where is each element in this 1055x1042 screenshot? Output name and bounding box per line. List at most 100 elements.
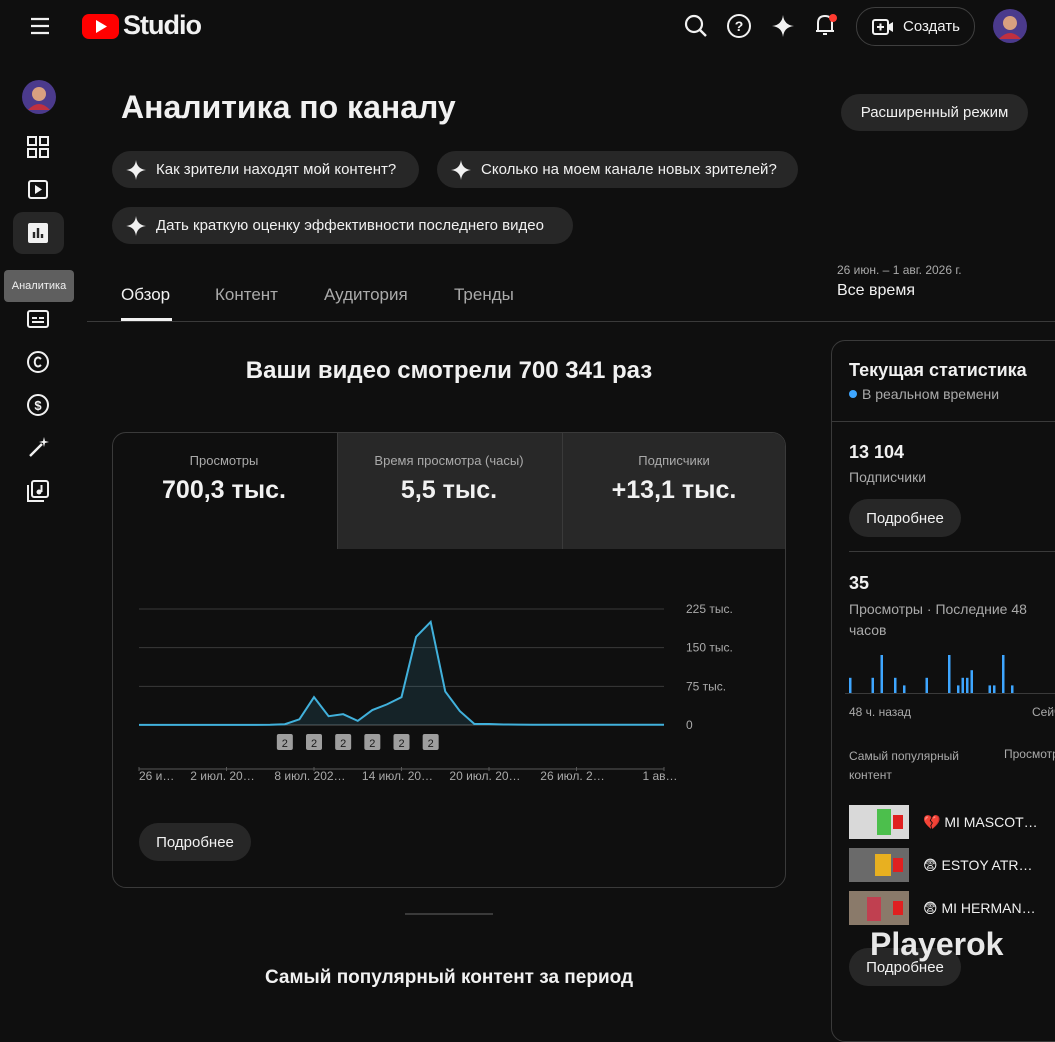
top-content-label: Самый популярный контент <box>849 749 959 782</box>
overview-card <box>112 432 786 888</box>
bar <box>948 655 951 693</box>
x-tick-label: 2 июл. 20… <box>190 769 254 783</box>
realtime-views-chart: 48 ч. назад Сейчас <box>845 655 1055 719</box>
annotation-label: 2 <box>311 738 317 750</box>
x-tick-label: 48 ч. назад <box>849 705 911 719</box>
copyright-nav[interactable] <box>26 350 50 374</box>
earn-nav[interactable]: $ <box>26 393 50 417</box>
realtime-subtitle: В реальном времени <box>862 386 1000 402</box>
metric-value: +13,1 тыс. <box>611 476 737 504</box>
sparkle-icon <box>451 159 471 180</box>
tab-underline <box>121 318 172 321</box>
metric-label: Время просмотра (часы) <box>374 453 524 468</box>
video-thumbnail <box>849 805 909 839</box>
subscriber-count: 13 104 <box>849 442 905 462</box>
logo-text: Studio <box>123 10 202 40</box>
logo[interactable]: Studio <box>82 10 202 41</box>
bar <box>849 677 852 693</box>
svg-text:$: $ <box>34 398 42 413</box>
annotation-label: 2 <box>398 738 404 750</box>
svg-text:?: ? <box>735 18 744 34</box>
bar <box>970 670 973 693</box>
advanced-mode-button[interactable]: Расширенный режим <box>841 94 1028 131</box>
annotation-marker <box>335 734 352 750</box>
views-label: Просмотры · Последние 48 часов <box>849 601 1027 638</box>
divider <box>832 421 1055 422</box>
sparkle-icon <box>126 159 146 180</box>
x-tick-label: 14 июл. 20… <box>362 769 433 783</box>
sparkle-icon <box>126 215 146 236</box>
annotation-marker <box>276 734 293 750</box>
more-button[interactable]: Подробнее <box>849 948 961 986</box>
channel-avatar[interactable] <box>22 80 56 114</box>
annotation-marker <box>306 734 322 750</box>
nav-tooltip: Аналитика <box>4 270 74 302</box>
annotation-marker <box>422 734 439 750</box>
bar <box>1011 685 1014 693</box>
bar <box>925 677 928 693</box>
create-label: Создать <box>902 18 960 35</box>
tab[interactable]: Обзор <box>121 285 171 304</box>
bar <box>966 677 969 693</box>
analytics-nav[interactable] <box>26 221 50 245</box>
annotation-label: 2 <box>428 738 434 750</box>
x-tick-label: 8 июл. 202… <box>274 769 345 783</box>
subscriber-label: Подписчики <box>849 469 927 485</box>
audio-nav[interactable] <box>26 479 50 503</box>
x-tick-label: 26 и… <box>139 769 174 783</box>
video-row[interactable]: 😨 MI HERMAN… <box>849 891 1036 925</box>
video-row[interactable]: 😨 ESTOY ATR… <box>849 848 1033 882</box>
metric-value: 5,5 тыс. <box>400 476 498 504</box>
realtime-title: Текущая статистика <box>849 360 1027 380</box>
metric-tab[interactable]: Просмотры 700,3 тыс. <box>112 453 336 505</box>
bar <box>988 685 991 693</box>
bar <box>871 677 874 693</box>
help-button[interactable]: ? <box>726 13 752 39</box>
period-selector[interactable]: Все время <box>837 282 915 299</box>
metric-label: Просмотры <box>189 453 259 468</box>
tab[interactable]: Контент <box>215 285 278 304</box>
section-divider <box>405 913 493 915</box>
video-thumbnail <box>849 848 909 882</box>
create-button[interactable]: Создать <box>856 7 975 46</box>
views-chart: 0 75 тыс. 150 тыс. 225 тыс. 26 и… 2 июл. 20… 8… <box>138 602 733 783</box>
annotation-label: 2 <box>282 738 288 750</box>
dashboard-nav[interactable] <box>26 135 50 159</box>
ai-question-chip[interactable]: Дать краткую оценку эффективности послед… <box>112 207 573 244</box>
tab[interactable]: Аудитория <box>324 285 408 304</box>
x-tick-label: Сейчас <box>1032 705 1055 719</box>
ai-question-chip[interactable]: Как зрители находят мой контент? <box>112 151 419 188</box>
content-nav[interactable] <box>26 177 50 201</box>
ai-question-chip[interactable]: Сколько на моем канале новых зрителей? <box>437 151 798 188</box>
ai-button[interactable] <box>770 13 796 39</box>
bar <box>961 677 964 693</box>
realtime-status: В реальном времени <box>849 386 999 402</box>
views-column: Просмотры <box>1004 747 1055 761</box>
search-button[interactable] <box>683 13 709 39</box>
account-avatar[interactable] <box>993 9 1027 43</box>
bar <box>957 685 960 693</box>
video-row[interactable]: 💔 MI MASCOT… <box>849 805 1038 839</box>
create-icon <box>871 18 893 35</box>
annotation-marker <box>364 734 381 750</box>
bar <box>880 655 883 693</box>
video-title: 😨 ESTOY ATR… <box>923 856 1033 873</box>
chip-label: Дать краткую оценку эффективности послед… <box>156 217 544 234</box>
metric-tab[interactable]: Время просмотра (часы) 5,5 тыс. <box>337 453 561 505</box>
customization-nav[interactable] <box>26 436 50 460</box>
bar <box>1002 655 1005 693</box>
menu-button[interactable] <box>28 14 52 38</box>
more-button[interactable]: Подробнее <box>139 823 251 861</box>
more-button[interactable]: Подробнее <box>849 499 961 537</box>
studio-page: Studio ? Создать Аналитика $ Аналитика п… <box>4 7 1055 1042</box>
notifications-button[interactable] <box>812 11 840 39</box>
y-tick-label: 75 тыс. <box>686 679 726 693</box>
metric-label: Подписчики <box>638 453 710 468</box>
metric-tab-bg <box>337 433 562 549</box>
metric-tab[interactable]: Подписчики +13,1 тыс. <box>562 453 786 505</box>
area-fill <box>139 621 664 725</box>
date-range[interactable]: 26 июн. – 1 авг. 2026 г. <box>837 263 962 277</box>
tab[interactable]: Тренды <box>454 285 514 304</box>
subtitles-nav[interactable] <box>26 307 50 331</box>
video-title: 💔 MI MASCOT… <box>923 813 1038 830</box>
